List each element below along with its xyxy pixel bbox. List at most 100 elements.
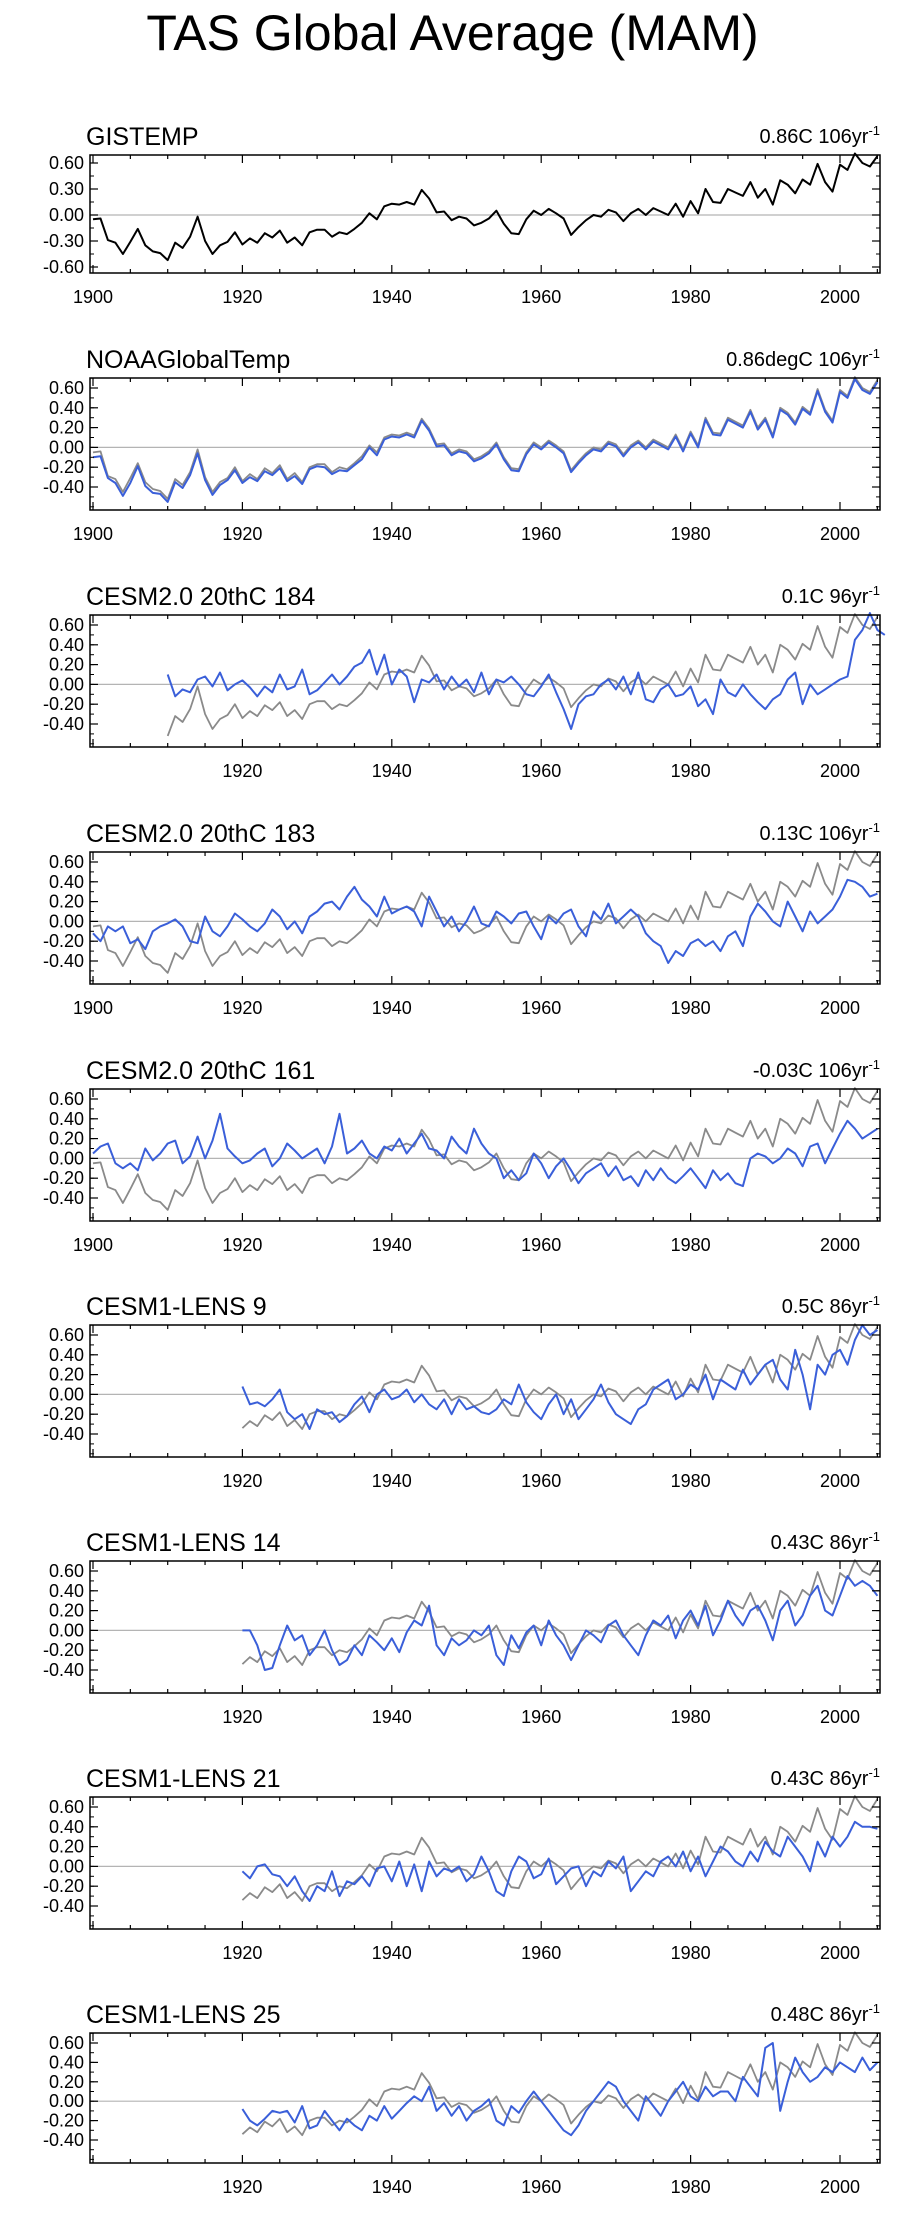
panel-trend: 0.48C 86yr-1 [771, 2001, 880, 2026]
plot-frame [89, 614, 881, 748]
x-tick-label: 2000 [820, 287, 860, 307]
y-tick-label: 0.60 [49, 378, 84, 398]
panel-trend: 0.43C 86yr-1 [771, 1765, 880, 1790]
series-line-reference [241, 1323, 879, 1430]
series-line-reference [241, 2031, 879, 2137]
y-tick-label: 0.00 [49, 674, 84, 694]
y-tick-label: 0.20 [49, 1837, 84, 1857]
x-tick-label: 2000 [820, 998, 860, 1018]
series-line-reference [241, 1559, 879, 1666]
panel-trend: 0.86degC 106yr-1 [726, 346, 880, 371]
x-tick-label: 1920 [222, 287, 262, 307]
series-line-model [166, 612, 886, 730]
y-tick-label: 0.00 [49, 1148, 84, 1168]
x-tick-label: 1980 [671, 287, 711, 307]
panel-trend: 0.5C 86yr-1 [782, 1293, 880, 1318]
series-line-model [92, 878, 878, 964]
plot-frame [89, 1088, 881, 1222]
x-tick-label: 1920 [222, 1707, 262, 1727]
plot-frame [89, 1324, 881, 1458]
y-tick-label: 0.40 [49, 1581, 84, 1601]
x-tick-label: 1960 [521, 1471, 561, 1491]
chart-panel-8: CESM1-LENS 21 0.43C 86yr-1 0.600.400.200.0… [43, 1765, 881, 1963]
y-tick-label: 0.20 [49, 2072, 84, 2092]
y-tick-label: 0.60 [49, 1325, 84, 1345]
y-tick-label: 0.60 [49, 2033, 84, 2053]
x-tick-label: 1920 [222, 761, 262, 781]
y-tick-label: 0.20 [49, 1365, 84, 1385]
y-tick-label: 0.40 [49, 2052, 84, 2072]
y-tick-label: 0.20 [49, 892, 84, 912]
y-tick-label: -0.40 [43, 1660, 84, 1680]
series-line-reference [241, 1795, 879, 1902]
x-tick-label: 1900 [73, 998, 113, 1018]
chart-panel-5: CESM2.0 20thC 161 -0.03C 106yr-10.600.400… [43, 1057, 881, 1255]
y-tick-label: -0.20 [43, 1404, 84, 1424]
y-tick-label: 0.60 [49, 153, 84, 173]
x-tick-label: 1940 [372, 1943, 412, 1963]
x-tick-label: 1960 [521, 761, 561, 781]
x-tick-label: 1980 [671, 1471, 711, 1491]
y-tick-label: 0.20 [49, 1129, 84, 1149]
x-tick-label: 1960 [521, 1707, 561, 1727]
chart-panel-9: CESM1-LENS 25 0.48C 86yr-1 0.600.400.200.0… [43, 2001, 881, 2197]
series-line-reference [92, 376, 879, 500]
y-tick-label: -0.40 [43, 1896, 84, 1916]
y-tick-label: 0.20 [49, 1601, 84, 1621]
y-tick-label: 0.20 [49, 655, 84, 675]
series-line-model [242, 1575, 879, 1671]
x-tick-label: 1980 [671, 1235, 711, 1255]
plot-frame [89, 377, 881, 511]
y-tick-label: 0.00 [49, 1856, 84, 1876]
y-tick-label: -0.40 [43, 951, 84, 971]
y-tick-label: -0.40 [43, 477, 84, 497]
y-tick-label: 0.00 [49, 1384, 84, 1404]
panel-title: CESM2.0 20thC 183 [86, 820, 315, 848]
panel-title: CESM1-LENS 21 [86, 1765, 281, 1793]
x-tick-label: 1940 [372, 761, 412, 781]
x-tick-label: 2000 [820, 1235, 860, 1255]
chart-panel-6: CESM1-LENS 9 0.5C 86yr-10.600.400.200.00-… [43, 1293, 881, 1491]
y-tick-label: 0.60 [49, 852, 84, 872]
series-line-reference [92, 1087, 879, 1211]
y-tick-label: 0.40 [49, 398, 84, 418]
x-tick-label: 1980 [671, 1707, 711, 1727]
x-tick-label: 1940 [372, 524, 412, 544]
x-tick-label: 2000 [820, 1943, 860, 1963]
page-title: TAS Global Average (MAM) [146, 5, 759, 61]
x-tick-label: 1940 [372, 2177, 412, 2197]
y-tick-label: -0.20 [43, 931, 84, 951]
x-tick-label: 1960 [521, 287, 561, 307]
y-tick-label: 0.00 [49, 437, 84, 457]
y-tick-label: 0.20 [49, 418, 84, 438]
x-tick-label: 1940 [372, 287, 412, 307]
y-tick-label: -0.20 [43, 1640, 84, 1660]
x-tick-label: 1920 [222, 524, 262, 544]
y-tick-label: 0.00 [49, 205, 84, 225]
y-tick-label: 0.40 [49, 635, 84, 655]
x-tick-label: 1960 [521, 998, 561, 1018]
chart-panel-1: GISTEMP 0.86C 106yr-1 0.60 0.30 0.00 -0.30 -0.… [43, 123, 881, 307]
panel-trend: 0.86C 106yr-1 [759, 123, 880, 148]
panel-trend: 0.1C 96yr-1 [782, 583, 880, 608]
series-line-model [92, 378, 879, 503]
chart-panel-4: CESM2.0 20thC 183 0.13C 106yr-10.600.400.… [43, 820, 881, 1018]
series-line-model [241, 1324, 878, 1430]
panel-title: CESM2.0 20thC 184 [86, 583, 315, 611]
x-tick-label: 1960 [521, 2177, 561, 2197]
series-line-reference [92, 850, 879, 974]
x-tick-label: 2000 [820, 761, 860, 781]
y-tick-label: -0.20 [43, 1168, 84, 1188]
panel-title: CESM2.0 20thC 161 [86, 1057, 315, 1085]
y-tick-label: -0.20 [43, 1876, 84, 1896]
y-tick-label: -0.20 [43, 457, 84, 477]
x-tick-label: 1980 [671, 998, 711, 1018]
x-tick-label: 1920 [222, 1943, 262, 1963]
y-tick-label: 0.60 [49, 1089, 84, 1109]
y-tick-label: -0.60 [43, 257, 84, 277]
y-tick-label: -0.20 [43, 694, 84, 714]
y-tick-label: 0.60 [49, 1561, 84, 1581]
x-tick-label: 1920 [222, 1235, 262, 1255]
series-line-model [241, 1820, 878, 1902]
